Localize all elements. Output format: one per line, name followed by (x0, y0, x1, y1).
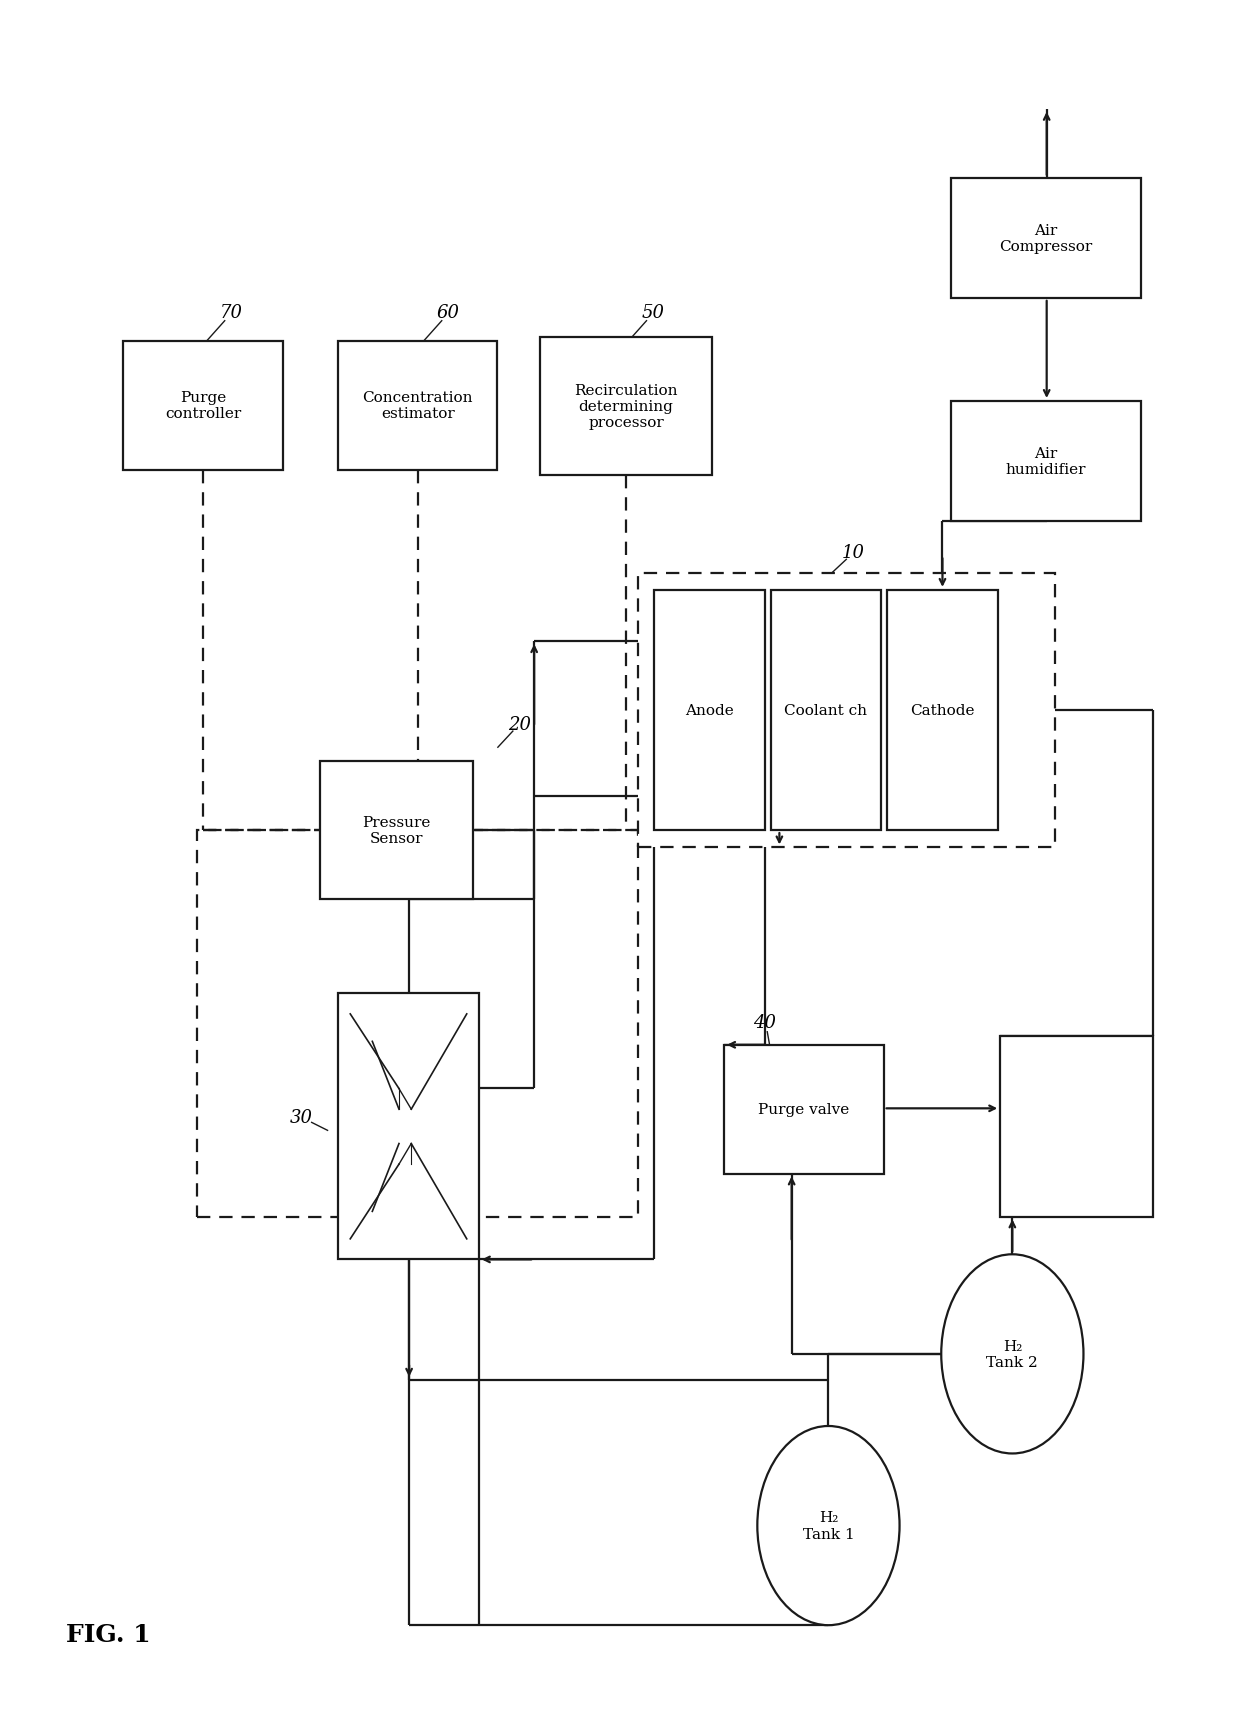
Text: 30: 30 (290, 1109, 312, 1126)
Text: Purge
controller: Purge controller (165, 391, 242, 420)
Text: H₂
Tank 2: H₂ Tank 2 (987, 1339, 1038, 1368)
Text: Coolant ch: Coolant ch (785, 704, 868, 718)
Text: 60: 60 (436, 303, 460, 322)
Bar (197, 830, 639, 1216)
Text: 70: 70 (219, 303, 243, 322)
Bar (124, 341, 283, 471)
Bar (771, 590, 882, 830)
Text: 10: 10 (842, 543, 864, 562)
Bar (541, 337, 712, 476)
Bar (339, 993, 479, 1259)
Text: 20: 20 (508, 714, 531, 734)
Text: Cathode: Cathode (910, 704, 975, 718)
Bar (339, 341, 497, 471)
Text: FIG. 1: FIG. 1 (66, 1621, 150, 1645)
Bar (888, 590, 998, 830)
Bar (639, 573, 1055, 848)
Text: Recirculation
determining
processor: Recirculation determining processor (574, 384, 678, 431)
Text: Air
Compressor: Air Compressor (999, 223, 1092, 254)
Text: Anode: Anode (686, 704, 734, 718)
Circle shape (758, 1426, 899, 1624)
Bar (1001, 1036, 1153, 1216)
Text: 40: 40 (753, 1014, 776, 1031)
Text: 50: 50 (641, 303, 665, 322)
Text: Pressure
Sensor: Pressure Sensor (362, 815, 430, 846)
Text: Purge valve: Purge valve (759, 1102, 849, 1116)
Bar (951, 178, 1141, 299)
Bar (320, 761, 472, 900)
Text: Concentration
estimator: Concentration estimator (362, 391, 472, 420)
Text: H₂
Tank 1: H₂ Tank 1 (802, 1510, 854, 1541)
Bar (724, 1045, 884, 1175)
Bar (951, 401, 1141, 522)
Text: Air
humidifier: Air humidifier (1006, 446, 1086, 477)
Circle shape (941, 1254, 1084, 1453)
Bar (655, 590, 765, 830)
